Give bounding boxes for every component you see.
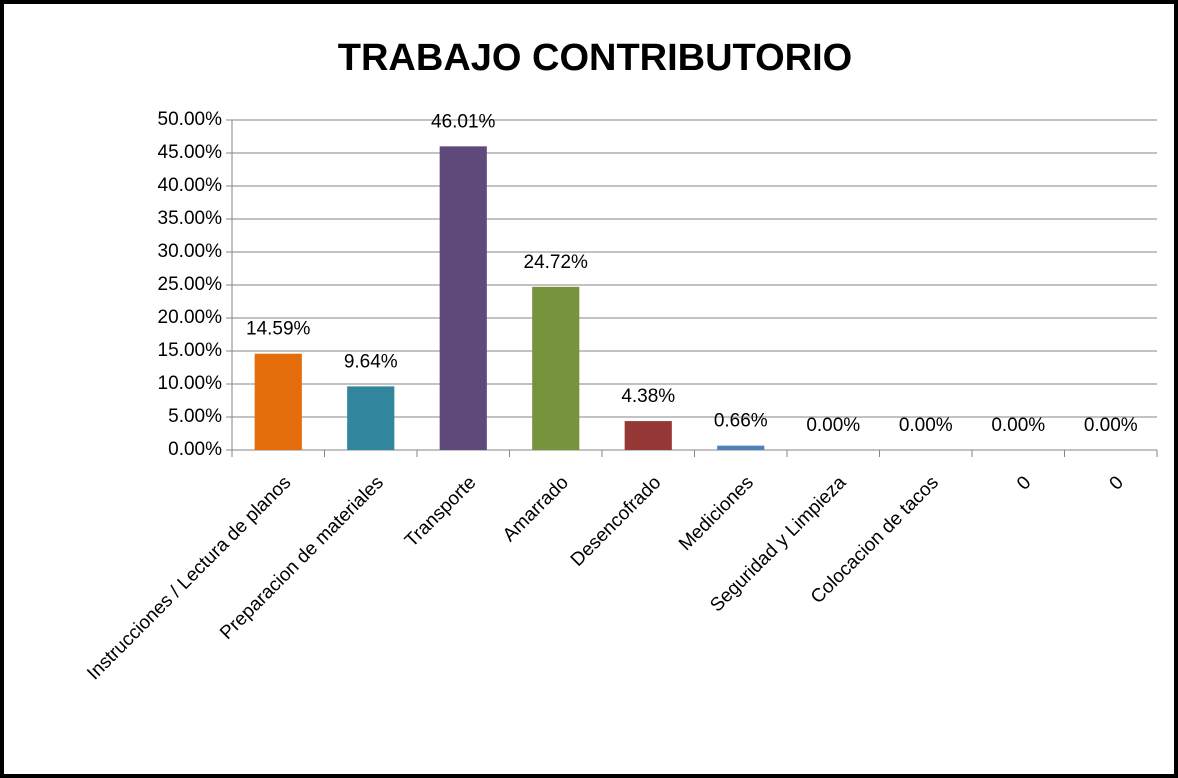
data-label: 9.64% <box>344 351 398 372</box>
y-tick-label: 10.00% <box>158 373 223 394</box>
data-label: 0.00% <box>806 415 860 436</box>
y-tick-label: 45.00% <box>158 142 223 163</box>
y-tick-label: 25.00% <box>158 274 223 295</box>
bar <box>717 445 765 450</box>
bar <box>254 353 302 450</box>
y-tick-label: 30.00% <box>158 241 223 262</box>
data-label: 14.59% <box>246 319 311 340</box>
data-label: 0.00% <box>991 415 1045 436</box>
bar <box>532 286 580 450</box>
y-tick-label: 0.00% <box>168 439 222 460</box>
y-tick-label: 40.00% <box>158 175 223 196</box>
data-label: 24.72% <box>524 252 589 273</box>
data-label: 0.66% <box>714 411 768 432</box>
y-tick-label: 50.00% <box>158 109 223 130</box>
data-label: 0.00% <box>1084 415 1138 436</box>
data-label: 46.01% <box>431 111 496 132</box>
bar <box>624 421 672 450</box>
y-tick-label: 15.00% <box>158 340 223 361</box>
data-label: 0.00% <box>899 415 953 436</box>
bar <box>439 146 487 451</box>
bar <box>347 386 395 450</box>
data-label: 4.38% <box>621 386 675 407</box>
y-tick-label: 35.00% <box>158 208 223 229</box>
y-tick-label: 5.00% <box>168 406 222 427</box>
y-tick-label: 20.00% <box>158 307 223 328</box>
chart-title: TRABAJO CONTRIBUTORIO <box>338 37 852 79</box>
